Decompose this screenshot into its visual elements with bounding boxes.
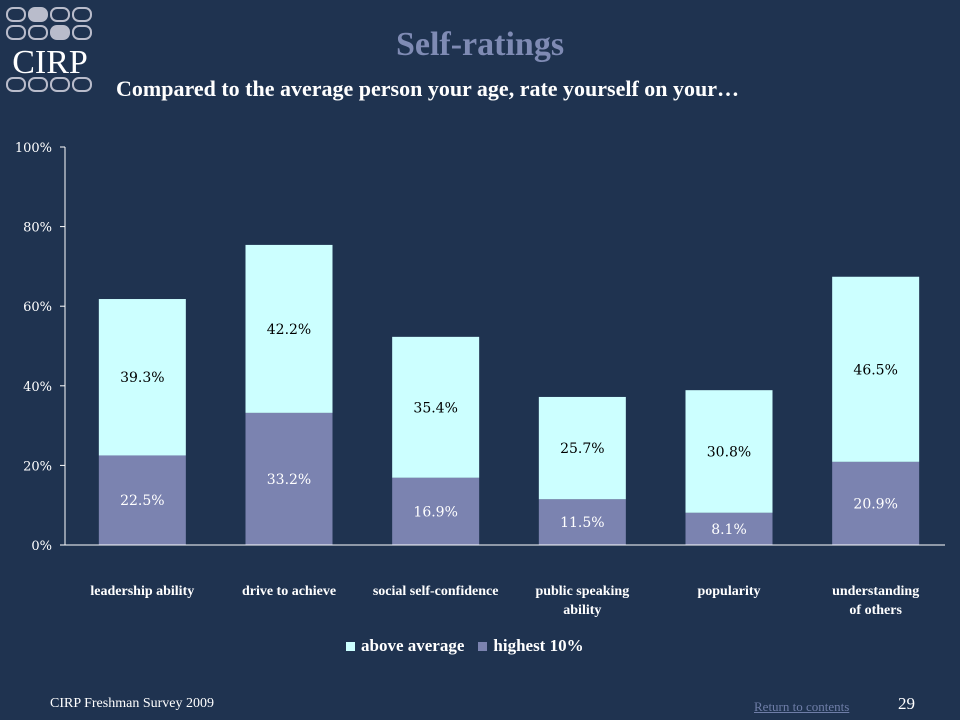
x-tick-label-line: of others — [849, 603, 902, 618]
bar-highest-10 — [685, 512, 773, 545]
x-tick-label: leadership ability — [62, 582, 222, 601]
data-label-above-average: 35.4% — [413, 400, 457, 416]
stacked-bar-chart: 0% 20% 40% 60% 80% 100% 22.5% 39.3% 33.2% 42.2% 16… — [15, 141, 945, 554]
legend-item-highest-10: highest 10% — [478, 636, 584, 656]
bar-above-average — [685, 390, 773, 513]
data-label-highest-10: 8.1% — [711, 522, 747, 538]
x-tick-label-line: drive to achieve — [241, 584, 337, 599]
footer-source: CIRP Freshman Survey 2009 — [50, 696, 214, 711]
return-to-contents-link[interactable]: Return to contents — [754, 699, 850, 714]
legend-swatch-above-average — [346, 641, 355, 651]
bar-highest-10 — [392, 477, 480, 545]
data-label-highest-10: 11.5% — [560, 515, 604, 531]
x-tick-label-line: leadership ability — [90, 584, 195, 599]
y-tick-label: 40% — [23, 380, 52, 395]
data-label-above-average: 42.2% — [267, 322, 311, 338]
cirp-logo: CIRP — [6, 7, 92, 92]
x-tick-label: popularity — [649, 582, 809, 601]
bar-above-average — [245, 244, 333, 413]
page-title: Self-ratings — [395, 26, 565, 63]
bar-above-average — [98, 299, 186, 456]
y-tick-label: 80% — [23, 221, 52, 236]
y-tick-label: 100% — [15, 141, 52, 156]
legend-swatch-highest-10 — [478, 641, 488, 651]
data-label-highest-10: 16.9% — [413, 504, 457, 520]
y-tick-label: 20% — [23, 459, 52, 474]
x-tick-label: understanding of others — [796, 582, 956, 620]
page-number: 29 — [898, 694, 915, 713]
x-tick-label: drive to achieve — [209, 582, 369, 601]
legend-label-highest-10: highest 10% — [493, 636, 584, 655]
data-label-above-average: 25.7% — [560, 441, 604, 457]
x-tick-label-line: popularity — [697, 584, 761, 599]
x-tick-label-line: public speaking — [535, 584, 630, 599]
y-tick-label: 0% — [31, 539, 52, 554]
bar-above-average — [392, 336, 480, 478]
x-tick-label-line: understanding — [832, 584, 920, 599]
bar-highest-10 — [832, 461, 920, 545]
legend: above average highest 10% — [346, 636, 598, 656]
x-tick-label-line: ability — [563, 603, 602, 618]
bar-highest-10 — [245, 412, 333, 545]
data-label-highest-10: 20.9% — [853, 496, 897, 512]
bar-above-average — [538, 396, 626, 500]
x-tick-label: public speaking ability — [502, 582, 662, 620]
data-label-highest-10: 33.2% — [267, 472, 311, 488]
bar-above-average — [832, 276, 920, 462]
logo-text: CIRP — [12, 44, 88, 81]
bar-highest-10 — [538, 499, 626, 545]
legend-item-above-average: above average — [346, 636, 464, 656]
x-tick-label: social self-confidence — [356, 582, 516, 601]
page-subtitle: Compared to the average person your age,… — [116, 76, 740, 101]
bar-highest-10 — [98, 455, 186, 545]
legend-label-above-average: above average — [361, 636, 465, 655]
data-label-above-average: 39.3% — [120, 370, 164, 386]
data-label-above-average: 46.5% — [853, 362, 897, 378]
data-label-above-average: 30.8% — [707, 444, 751, 460]
x-tick-label-line: social self-confidence — [372, 584, 499, 599]
data-label-highest-10: 22.5% — [120, 493, 164, 509]
y-tick-label: 60% — [23, 300, 52, 315]
